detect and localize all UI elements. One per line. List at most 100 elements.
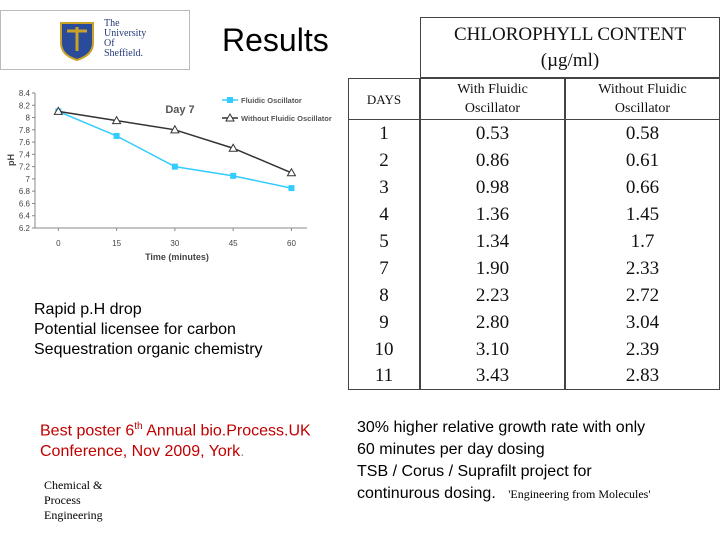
summary-line: TSB / Corus / Suprafilt project for — [357, 463, 592, 480]
table-value: 7 — [379, 257, 389, 279]
award-text: Best poster 6 — [40, 422, 135, 440]
table-value: 1.36 — [475, 203, 510, 225]
chart-title: Day 7 — [165, 104, 194, 116]
point — [288, 185, 295, 192]
table-value: 3 — [379, 176, 389, 198]
logo-line: Sheffield. — [104, 48, 143, 59]
table-value: 0.58 — [625, 122, 660, 144]
table-header: CHLOROPHYLL CONTENT (µg/ml) — [420, 17, 720, 78]
summary-line: 30% higher relative growth rate with onl… — [357, 419, 646, 436]
table-value: 4 — [379, 203, 389, 225]
table-cell: 9 — [348, 309, 420, 336]
table-cell: 11 — [348, 363, 420, 390]
table-cell: 5 — [348, 228, 420, 255]
department-line: Process — [44, 493, 81, 507]
table-cell: 1.45 — [565, 201, 720, 228]
table-cell: 2.80 — [420, 309, 565, 336]
table-value: 10 — [374, 338, 394, 360]
table-value: 3.10 — [475, 338, 510, 360]
y-tick-label: 7.2 — [19, 163, 31, 172]
table-title: CHLOROPHYLL CONTENT — [453, 23, 687, 45]
column-header: With Fluidic Oscillator — [457, 82, 528, 116]
column-header: Without Fluidic Oscillator — [598, 82, 687, 116]
table-cell: 2.72 — [565, 282, 720, 309]
table-cell: 4 — [348, 201, 420, 228]
y-tick-label: 6.2 — [19, 224, 31, 233]
y-tick-label: 6.4 — [19, 212, 31, 221]
department-line: Chemical & — [44, 478, 103, 492]
tagline: 'Engineering from Molecules' — [508, 487, 651, 501]
table-cell: 1.7 — [565, 228, 720, 255]
table-cell: 3 — [348, 174, 420, 201]
notes: Rapid p.H drop Potential licensee for ca… — [34, 300, 263, 360]
table-value: 1 — [379, 122, 389, 144]
table-cell: 1.90 — [420, 255, 565, 282]
y-tick-label: 7 — [26, 175, 31, 184]
table-value: 11 — [374, 365, 394, 386]
table-cell: 2 — [348, 147, 420, 174]
table-cell: 0.86 — [420, 147, 565, 174]
legend-label: Fluidic Oscillator — [241, 96, 302, 105]
x-tick-label: 0 — [56, 239, 61, 248]
award: Best poster 6th Annual bio.Process.UK Co… — [40, 416, 340, 462]
table-value: 2.72 — [625, 284, 660, 306]
logo-text: The University Of Sheffield. — [104, 19, 146, 59]
table-value: 2.83 — [625, 365, 660, 386]
x-axis-label: Time (minutes) — [145, 252, 209, 262]
table-value: 1.34 — [475, 230, 510, 252]
table-cell: 3.04 — [565, 309, 720, 336]
table-cell: 8 — [348, 282, 420, 309]
logo: The University Of Sheffield. — [0, 10, 190, 70]
award-sup: th — [134, 421, 143, 432]
table-value: 1.45 — [625, 203, 660, 225]
award-text: Annual bio.Process.UK Conference, Nov 20… — [40, 422, 311, 461]
summary: 30% higher relative growth rate with onl… — [357, 417, 651, 505]
header-cell: Without Fluidic Oscillator — [565, 78, 720, 120]
table-value: 3.43 — [475, 365, 510, 386]
y-tick-label: 7.4 — [19, 150, 31, 159]
header-cell: With Fluidic Oscillator — [420, 78, 565, 120]
table-value: 0.98 — [475, 176, 510, 198]
y-tick-label: 8.4 — [19, 89, 31, 98]
table-cell: 2.23 — [420, 282, 565, 309]
table-cell: 3.10 — [420, 336, 565, 363]
table-value: 8 — [379, 284, 389, 306]
table-cell: 0.58 — [565, 120, 720, 147]
note: Rapid p.H drop — [34, 301, 142, 318]
department-line: Engineering — [44, 508, 103, 522]
table-cell: 3.43 — [420, 363, 565, 390]
x-tick-label: 30 — [170, 239, 179, 248]
department: Chemical & Process Engineering — [44, 478, 103, 523]
table-cell: 2.39 — [565, 336, 720, 363]
y-tick-label: 8 — [26, 114, 31, 123]
table-value: 2 — [379, 149, 389, 171]
note: Sequestration organic chemistry — [34, 341, 263, 358]
note: Potential licensee for carbon — [34, 321, 236, 338]
table-cell: 1.36 — [420, 201, 565, 228]
table-cell: 0.66 — [565, 174, 720, 201]
point — [111, 115, 122, 125]
point — [230, 172, 237, 179]
point — [170, 124, 180, 134]
y-tick-label: 7.6 — [19, 138, 31, 147]
chart: 6.2 6.4 6.6 6.8 7 7.2 7.4 7.6 7.8 8 8.2 8.4 0 15 30 45 6… — [6, 89, 332, 262]
table-cell: 1 — [348, 120, 420, 147]
award-end: . — [240, 443, 245, 461]
logo-line: University — [104, 28, 147, 39]
header-cell: DAYS — [348, 78, 420, 120]
x-tick-label: 45 — [229, 239, 238, 248]
table-cell: 0.61 — [565, 147, 720, 174]
summary-line: 60 minutes per day dosing — [357, 441, 545, 458]
table-value: 0.53 — [475, 122, 510, 144]
table-value: 0.61 — [625, 149, 660, 171]
table-cell: 10 — [348, 336, 420, 363]
legend-marker — [225, 112, 235, 122]
point — [113, 132, 120, 139]
point — [53, 106, 64, 115]
crest — [60, 22, 94, 61]
point — [228, 143, 239, 152]
table-unit: (µg/ml) — [540, 49, 600, 71]
table: CHLOROPHYLL CONTENT (µg/ml) DAYS With Fluid… — [348, 17, 720, 390]
point — [171, 163, 178, 170]
table-cell: 1.34 — [420, 228, 565, 255]
